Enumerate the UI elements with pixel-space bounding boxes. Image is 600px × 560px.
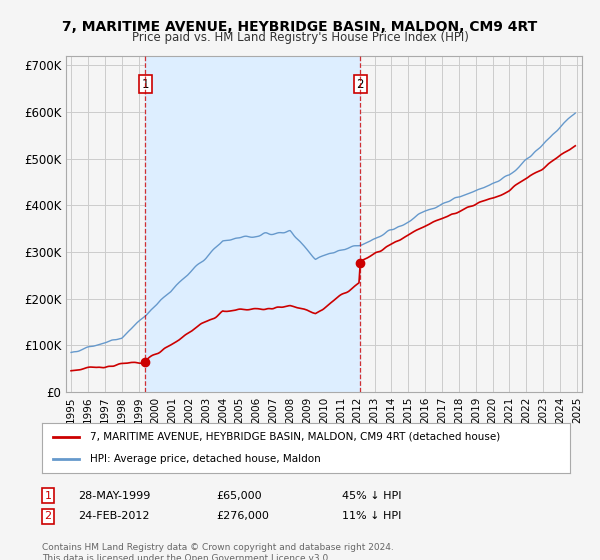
Text: £276,000: £276,000	[216, 511, 269, 521]
Bar	[145, 56, 360, 392]
Text: Price paid vs. HM Land Registry's House Price Index (HPI): Price paid vs. HM Land Registry's House …	[131, 31, 469, 44]
Text: 7, MARITIME AVENUE, HEYBRIDGE BASIN, MALDON, CM9 4RT (detached house): 7, MARITIME AVENUE, HEYBRIDGE BASIN, MAL…	[89, 432, 500, 442]
Text: 28-MAY-1999: 28-MAY-1999	[78, 491, 151, 501]
Text: 1: 1	[142, 77, 149, 91]
Text: HPI: Average price, detached house, Maldon: HPI: Average price, detached house, Mald…	[89, 454, 320, 464]
Text: £65,000: £65,000	[216, 491, 262, 501]
Text: 24-FEB-2012: 24-FEB-2012	[78, 511, 149, 521]
Text: 1: 1	[44, 491, 52, 501]
Text: 11% ↓ HPI: 11% ↓ HPI	[342, 511, 401, 521]
Text: 45% ↓ HPI: 45% ↓ HPI	[342, 491, 401, 501]
Text: Contains HM Land Registry data © Crown copyright and database right 2024.
This d: Contains HM Land Registry data © Crown c…	[42, 543, 394, 560]
Text: 2: 2	[356, 77, 364, 91]
Text: 2: 2	[44, 511, 52, 521]
Text: 7, MARITIME AVENUE, HEYBRIDGE BASIN, MALDON, CM9 4RT: 7, MARITIME AVENUE, HEYBRIDGE BASIN, MAL…	[62, 20, 538, 34]
